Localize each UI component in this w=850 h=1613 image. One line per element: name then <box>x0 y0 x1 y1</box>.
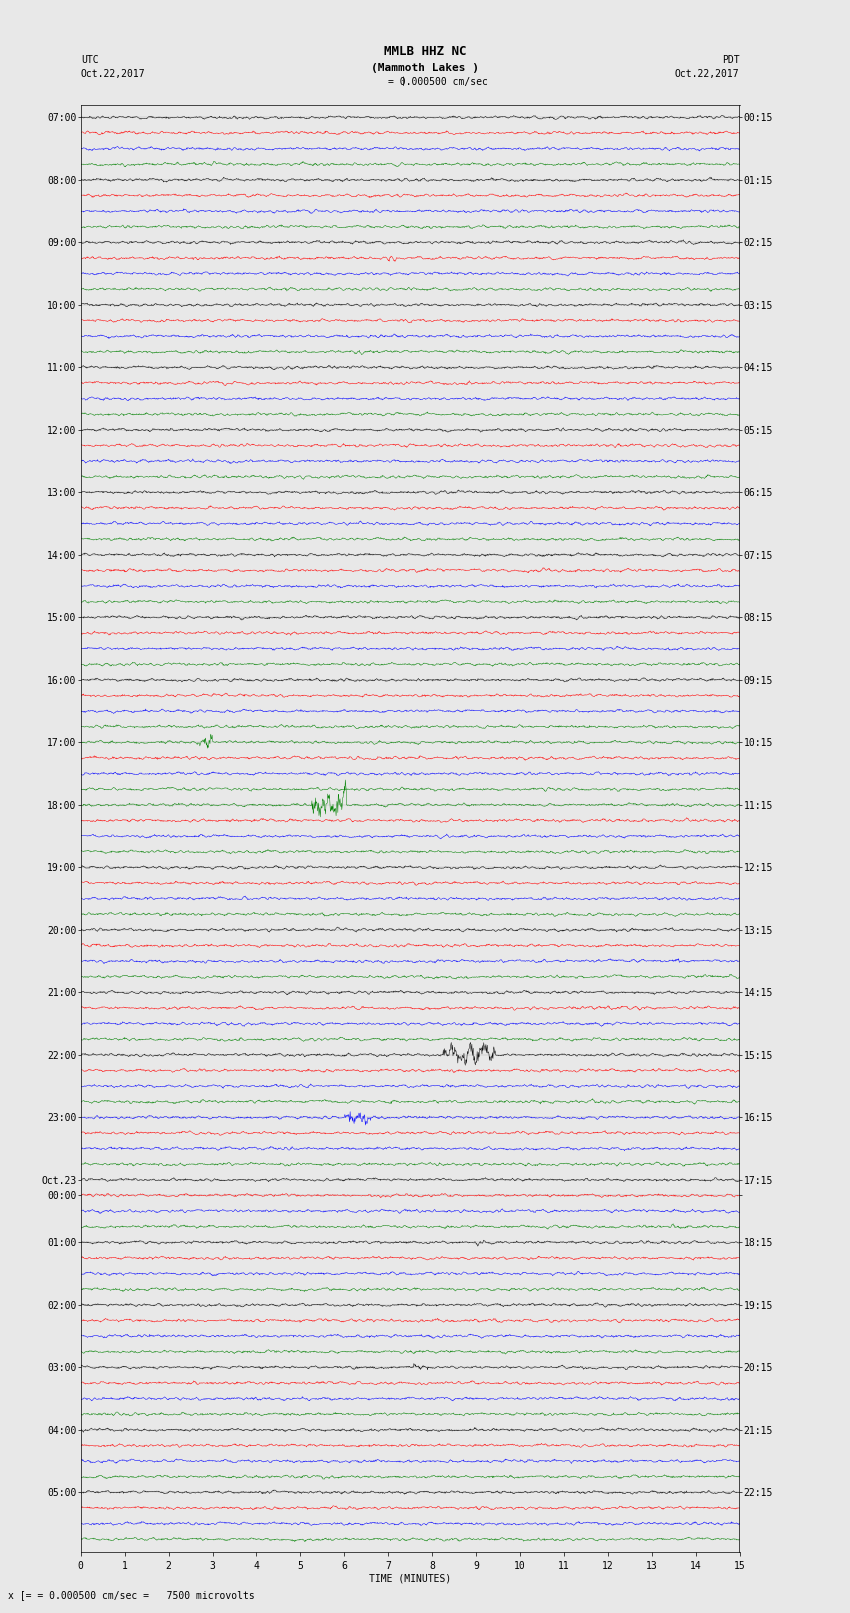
Text: Oct.22,2017: Oct.22,2017 <box>675 69 740 79</box>
Text: Oct.22,2017: Oct.22,2017 <box>81 69 145 79</box>
Text: │: │ <box>401 77 406 85</box>
Text: x [= = 0.000500 cm/sec =   7500 microvolts: x [= = 0.000500 cm/sec = 7500 microvolts <box>8 1590 255 1600</box>
Text: (Mammoth Lakes ): (Mammoth Lakes ) <box>371 63 479 73</box>
X-axis label: TIME (MINUTES): TIME (MINUTES) <box>369 1574 451 1584</box>
Text: PDT: PDT <box>722 55 740 65</box>
Text: = 0.000500 cm/sec: = 0.000500 cm/sec <box>388 77 488 87</box>
Text: MMLB HHZ NC: MMLB HHZ NC <box>383 45 467 58</box>
Text: UTC: UTC <box>81 55 99 65</box>
